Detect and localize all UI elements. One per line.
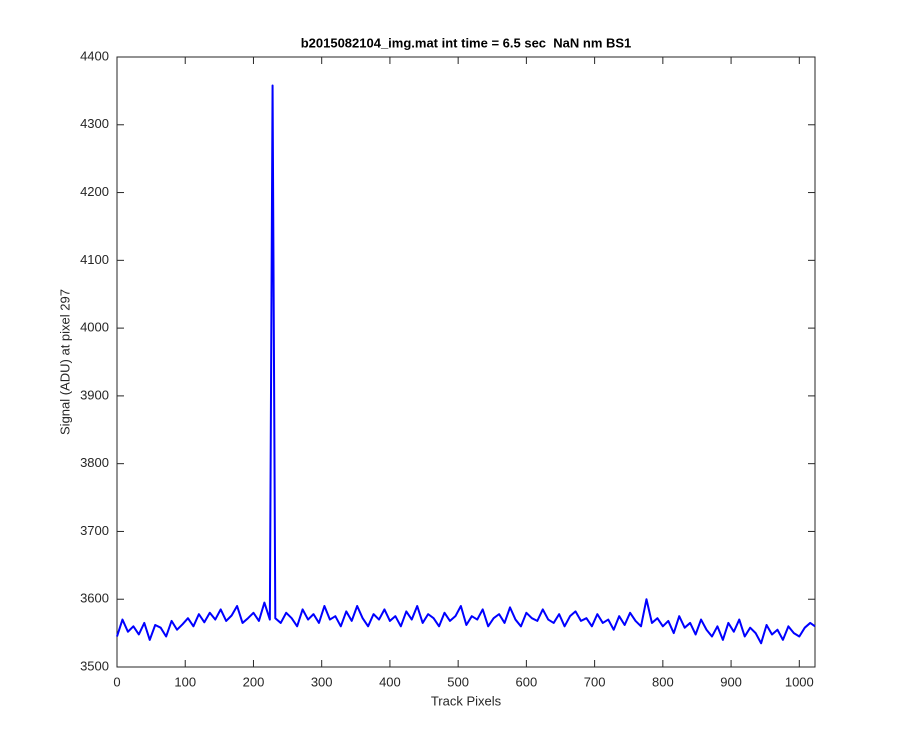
x-tick-label: 100 [174, 674, 196, 689]
chart-title: b2015082104_img.mat int time = 6.5 sec N… [301, 35, 632, 50]
y-tick-label: 3600 [80, 591, 109, 606]
x-tick-label: 200 [243, 674, 265, 689]
y-tick-label: 4300 [80, 116, 109, 131]
x-tick-label: 1000 [785, 674, 814, 689]
x-axis-label: Track Pixels [431, 693, 502, 708]
y-tick-label: 3900 [80, 387, 109, 402]
y-tick-label: 3800 [80, 455, 109, 470]
x-tick-label: 600 [516, 674, 538, 689]
x-tick-label: 400 [379, 674, 401, 689]
y-tick-label: 4100 [80, 252, 109, 267]
y-axis-label: Signal (ADU) at pixel 297 [57, 289, 72, 435]
data-line [116, 84, 816, 645]
y-tick-label: 4200 [80, 184, 109, 199]
x-tick-label: 900 [720, 674, 742, 689]
x-tick-label: 300 [311, 674, 333, 689]
y-tick-label: 4000 [80, 320, 109, 335]
x-tick-label: 500 [447, 674, 469, 689]
x-tick-label: 800 [652, 674, 674, 689]
y-tick-label: 3700 [80, 523, 109, 538]
x-tick-label: 0 [113, 674, 120, 689]
plot-frame [116, 56, 816, 668]
x-tick-label: 700 [584, 674, 606, 689]
y-tick-label: 3500 [80, 658, 109, 673]
y-tick-label: 4400 [80, 48, 109, 63]
